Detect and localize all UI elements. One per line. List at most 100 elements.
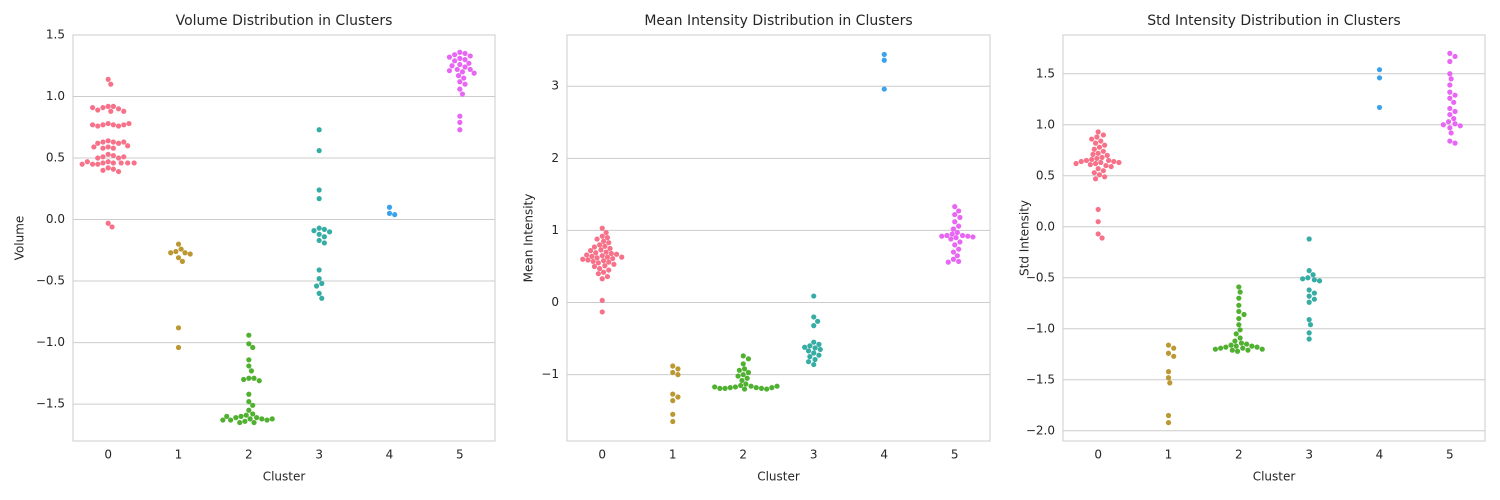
swarm-point [1223, 344, 1229, 350]
swarm-point [175, 241, 182, 247]
swarm-point [881, 51, 887, 58]
y-tick-label: −1 [541, 367, 559, 381]
swarm-point [741, 386, 748, 392]
swarm-point [598, 247, 604, 253]
swarm-point [109, 224, 115, 230]
swarm-point [105, 151, 111, 157]
swarm-point [95, 155, 101, 161]
swarm-point [599, 276, 605, 282]
swarm-point [587, 248, 594, 254]
swarm-point [1089, 156, 1095, 163]
swarm-point [100, 160, 106, 166]
swarm-point [1095, 150, 1101, 156]
x-axis-label: Cluster [757, 470, 800, 484]
swarm-point [1171, 345, 1177, 351]
swarm-point [256, 378, 262, 384]
swarm-point [753, 385, 759, 391]
swarm-point [603, 249, 609, 255]
axes-frame [72, 34, 496, 442]
swarm-point [602, 243, 608, 249]
x-tick-label: 2 [739, 448, 747, 462]
swarm-point [110, 103, 116, 109]
swarm-point [1095, 219, 1101, 225]
swarm-point [455, 73, 462, 79]
swarm-point [945, 259, 951, 265]
swarm-point [670, 411, 676, 417]
y-tick-label: 0.5 [1036, 168, 1055, 182]
swarm-point [1376, 75, 1383, 81]
swarm-point [599, 253, 605, 259]
swarm-point [939, 233, 945, 239]
swarm-point [1447, 58, 1453, 65]
swarm-point [1300, 276, 1306, 282]
swarm-point [741, 366, 748, 372]
swarm-point [1245, 347, 1251, 353]
swarm-point [744, 375, 750, 381]
swarm-point [953, 235, 959, 241]
swarm-point [1094, 134, 1100, 140]
swarm-point [1306, 330, 1312, 336]
swarm-point [812, 356, 818, 363]
swarm-point [1311, 296, 1317, 302]
swarm-point [182, 250, 188, 256]
swarm-point [115, 140, 122, 146]
swarm-point [105, 76, 111, 82]
x-tick-label: 5 [951, 448, 959, 462]
swarm-point [599, 225, 605, 231]
swarm-point [670, 369, 676, 376]
swarm-point [121, 122, 127, 128]
swarm-point [316, 290, 322, 296]
swarm-point [1105, 157, 1112, 164]
swarm-point [316, 148, 322, 154]
x-tick-label: 3 [810, 448, 818, 462]
swarm-point [326, 229, 333, 235]
swarm-point [957, 214, 963, 221]
swarm-point [115, 123, 122, 129]
swarm-point [1445, 119, 1452, 125]
swarm-point [743, 381, 749, 387]
swarm-point [604, 235, 611, 241]
swarm-point [1100, 168, 1106, 174]
swarm-point [316, 276, 322, 282]
x-tick-label: 5 [456, 448, 464, 462]
swarm-point [126, 120, 132, 127]
swarm-point [316, 127, 322, 133]
swarm-point [1236, 315, 1242, 322]
swarm-point [738, 382, 744, 389]
x-tick-label: 0 [1094, 448, 1102, 462]
swarm-point [95, 107, 101, 113]
swarm-point [1091, 170, 1097, 176]
swarm-point [956, 223, 962, 229]
swarm-point [740, 361, 746, 367]
swarm-point [238, 413, 244, 419]
swarm-point [457, 49, 463, 55]
swarm-point [740, 372, 746, 378]
swarm-point [264, 417, 270, 423]
swarm-point [79, 161, 85, 167]
y-tick-label: 1.5 [1036, 66, 1055, 80]
x-tick-label: 4 [1376, 448, 1384, 462]
swarm-point [1096, 144, 1103, 150]
swarm-point [131, 160, 137, 166]
swarm-point [608, 250, 614, 257]
swarm-point [956, 258, 962, 265]
swarm-point [1448, 76, 1454, 82]
swarm-point [1092, 140, 1099, 146]
swarm-point [175, 325, 182, 331]
swarm-point [619, 254, 625, 260]
swarm-point [250, 411, 256, 417]
swarm-point [670, 363, 676, 369]
swarm-point [110, 145, 116, 151]
swarm-point [811, 293, 817, 299]
swarm-point [805, 348, 812, 354]
y-tick-label: −1.0 [36, 335, 65, 349]
swarm-point [233, 415, 239, 421]
swarm-point [1306, 317, 1312, 323]
x-tick-label: 1 [1165, 448, 1173, 462]
swarm-point [727, 385, 733, 391]
swarm-point [316, 231, 322, 237]
swarm-point [386, 210, 393, 216]
x-tick-label: 2 [245, 448, 253, 462]
swarm-point [954, 229, 960, 236]
